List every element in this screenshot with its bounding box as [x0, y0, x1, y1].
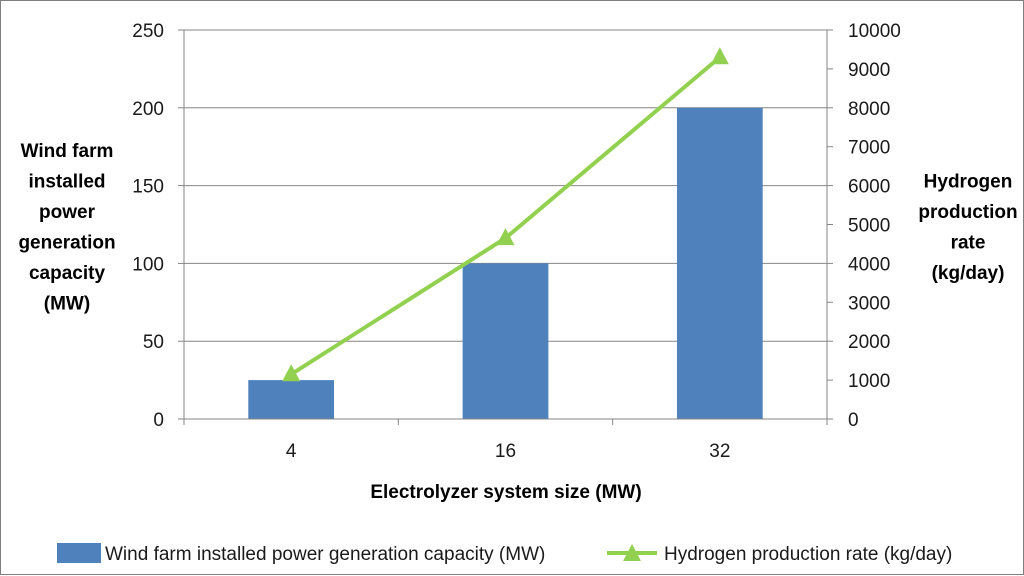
- legend-bar-swatch: [57, 543, 101, 563]
- legend-line-marker: [623, 544, 641, 561]
- x-axis-title: Electrolyzer system size (MW): [370, 482, 641, 503]
- x-tick-label: 32: [709, 441, 730, 462]
- axis-title-line: capacity: [29, 263, 105, 284]
- y-left-tick-label: 50: [143, 332, 164, 353]
- axis-title-line: Wind farm: [21, 141, 114, 162]
- axis-title-line: rate: [951, 232, 986, 253]
- y-right-tick-label: 0: [848, 410, 859, 431]
- y-right-tick-label: 10000: [848, 21, 901, 42]
- line-point: [496, 228, 515, 246]
- line-point: [282, 364, 301, 382]
- legend-bar-label: Wind farm installed power generation cap…: [105, 544, 545, 565]
- y-right-tick-label: 3000: [848, 293, 890, 314]
- axis-title-line: Hydrogen: [924, 171, 1013, 192]
- axis-title-line: installed: [28, 171, 105, 192]
- bar: [676, 107, 763, 420]
- bar: [462, 263, 549, 419]
- x-tick-label: 16: [495, 441, 516, 462]
- tick-labels: 0 50 100 150 200 250 0 1000 2000 3000 4000 5000 6000…: [132, 21, 901, 462]
- y-left-tick-label: 100: [132, 254, 164, 275]
- y-left-tick-label: 0: [153, 410, 164, 431]
- y-axis-left-title: Wind farm installed power generation capacit…: [18, 141, 115, 315]
- y-right-tick-label: 9000: [848, 60, 890, 81]
- y-right-tick-label: 5000: [848, 216, 890, 237]
- bar: [248, 380, 335, 419]
- x-tick-label: 4: [286, 441, 297, 462]
- legend-line-label: Hydrogen production rate (kg/day): [664, 544, 952, 565]
- axis-title-line: production: [918, 202, 1017, 223]
- axes: [178, 29, 833, 425]
- axis-title-line: (kg/day): [932, 263, 1005, 284]
- axis-title-line: power: [39, 202, 96, 223]
- y-right-tick-label: 7000: [848, 138, 890, 159]
- legend: Wind farm installed power generation cap…: [57, 543, 952, 565]
- axis-title-line: (MW): [44, 293, 90, 314]
- line-point: [710, 47, 729, 65]
- y-right-tick-label: 2000: [848, 332, 890, 353]
- bar-series: [248, 107, 763, 420]
- y-left-tick-label: 150: [132, 177, 164, 198]
- y-axis-right-title: Hydrogen production rate (kg/day): [918, 171, 1017, 284]
- y-right-tick-label: 8000: [848, 99, 890, 120]
- y-left-tick-label: 250: [132, 21, 164, 42]
- y-left-tick-label: 200: [132, 99, 164, 120]
- line-series: [282, 47, 729, 382]
- y-right-tick-label: 6000: [848, 177, 890, 198]
- y-right-tick-label: 1000: [848, 371, 890, 392]
- axis-title-line: generation: [18, 232, 115, 253]
- y-right-tick-label: 4000: [848, 254, 890, 275]
